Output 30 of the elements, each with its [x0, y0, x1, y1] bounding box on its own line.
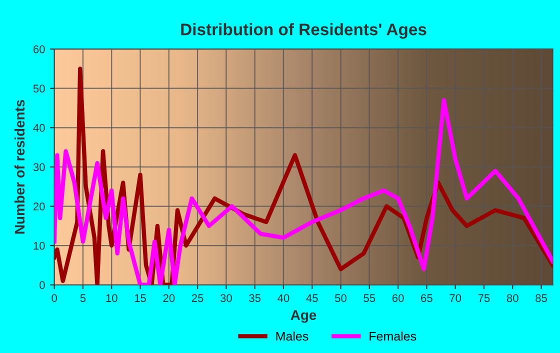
x-tick-label: 0 — [52, 294, 57, 302]
x-tick-label: 20 — [163, 294, 175, 302]
y-tick-label: 30 — [33, 163, 45, 172]
y-tick-label: 10 — [34, 242, 45, 250]
x-tick-label: 25 — [192, 294, 204, 302]
x-tick-label: 50 — [335, 294, 346, 302]
y-tick-label: 0 — [40, 281, 45, 290]
y-tick-label: 20 — [33, 202, 45, 210]
x-tick-label: 30 — [220, 294, 232, 302]
chart-title: Distribution of Residents' Ages — [181, 23, 426, 39]
x-tick-label: 15 — [134, 294, 146, 302]
x-tick-label: 75 — [478, 294, 490, 302]
x-tick-label: 55 — [364, 294, 376, 302]
legend-label: Males — [276, 331, 308, 341]
x-tick-label: 80 — [506, 294, 518, 302]
x-tick-label: 85 — [536, 294, 547, 302]
x-tick-label: 65 — [421, 294, 432, 302]
x-tick-label: 70 — [450, 294, 462, 302]
x-tick-label: 5 — [80, 294, 86, 302]
y-tick-label: 50 — [33, 84, 45, 93]
y-axis-title: Number of residents — [14, 100, 25, 234]
legend-label: Females — [370, 331, 416, 341]
x-tick-label: 60 — [392, 294, 404, 302]
x-tick-label: 10 — [106, 294, 118, 302]
x-tick-label: 35 — [249, 294, 261, 302]
y-tick-label: 40 — [33, 124, 45, 132]
x-tick-label: 45 — [306, 294, 318, 302]
x-axis-title: Age — [290, 310, 316, 323]
y-tick-label: 60 — [34, 45, 45, 54]
x-tick-label: 40 — [278, 294, 290, 302]
